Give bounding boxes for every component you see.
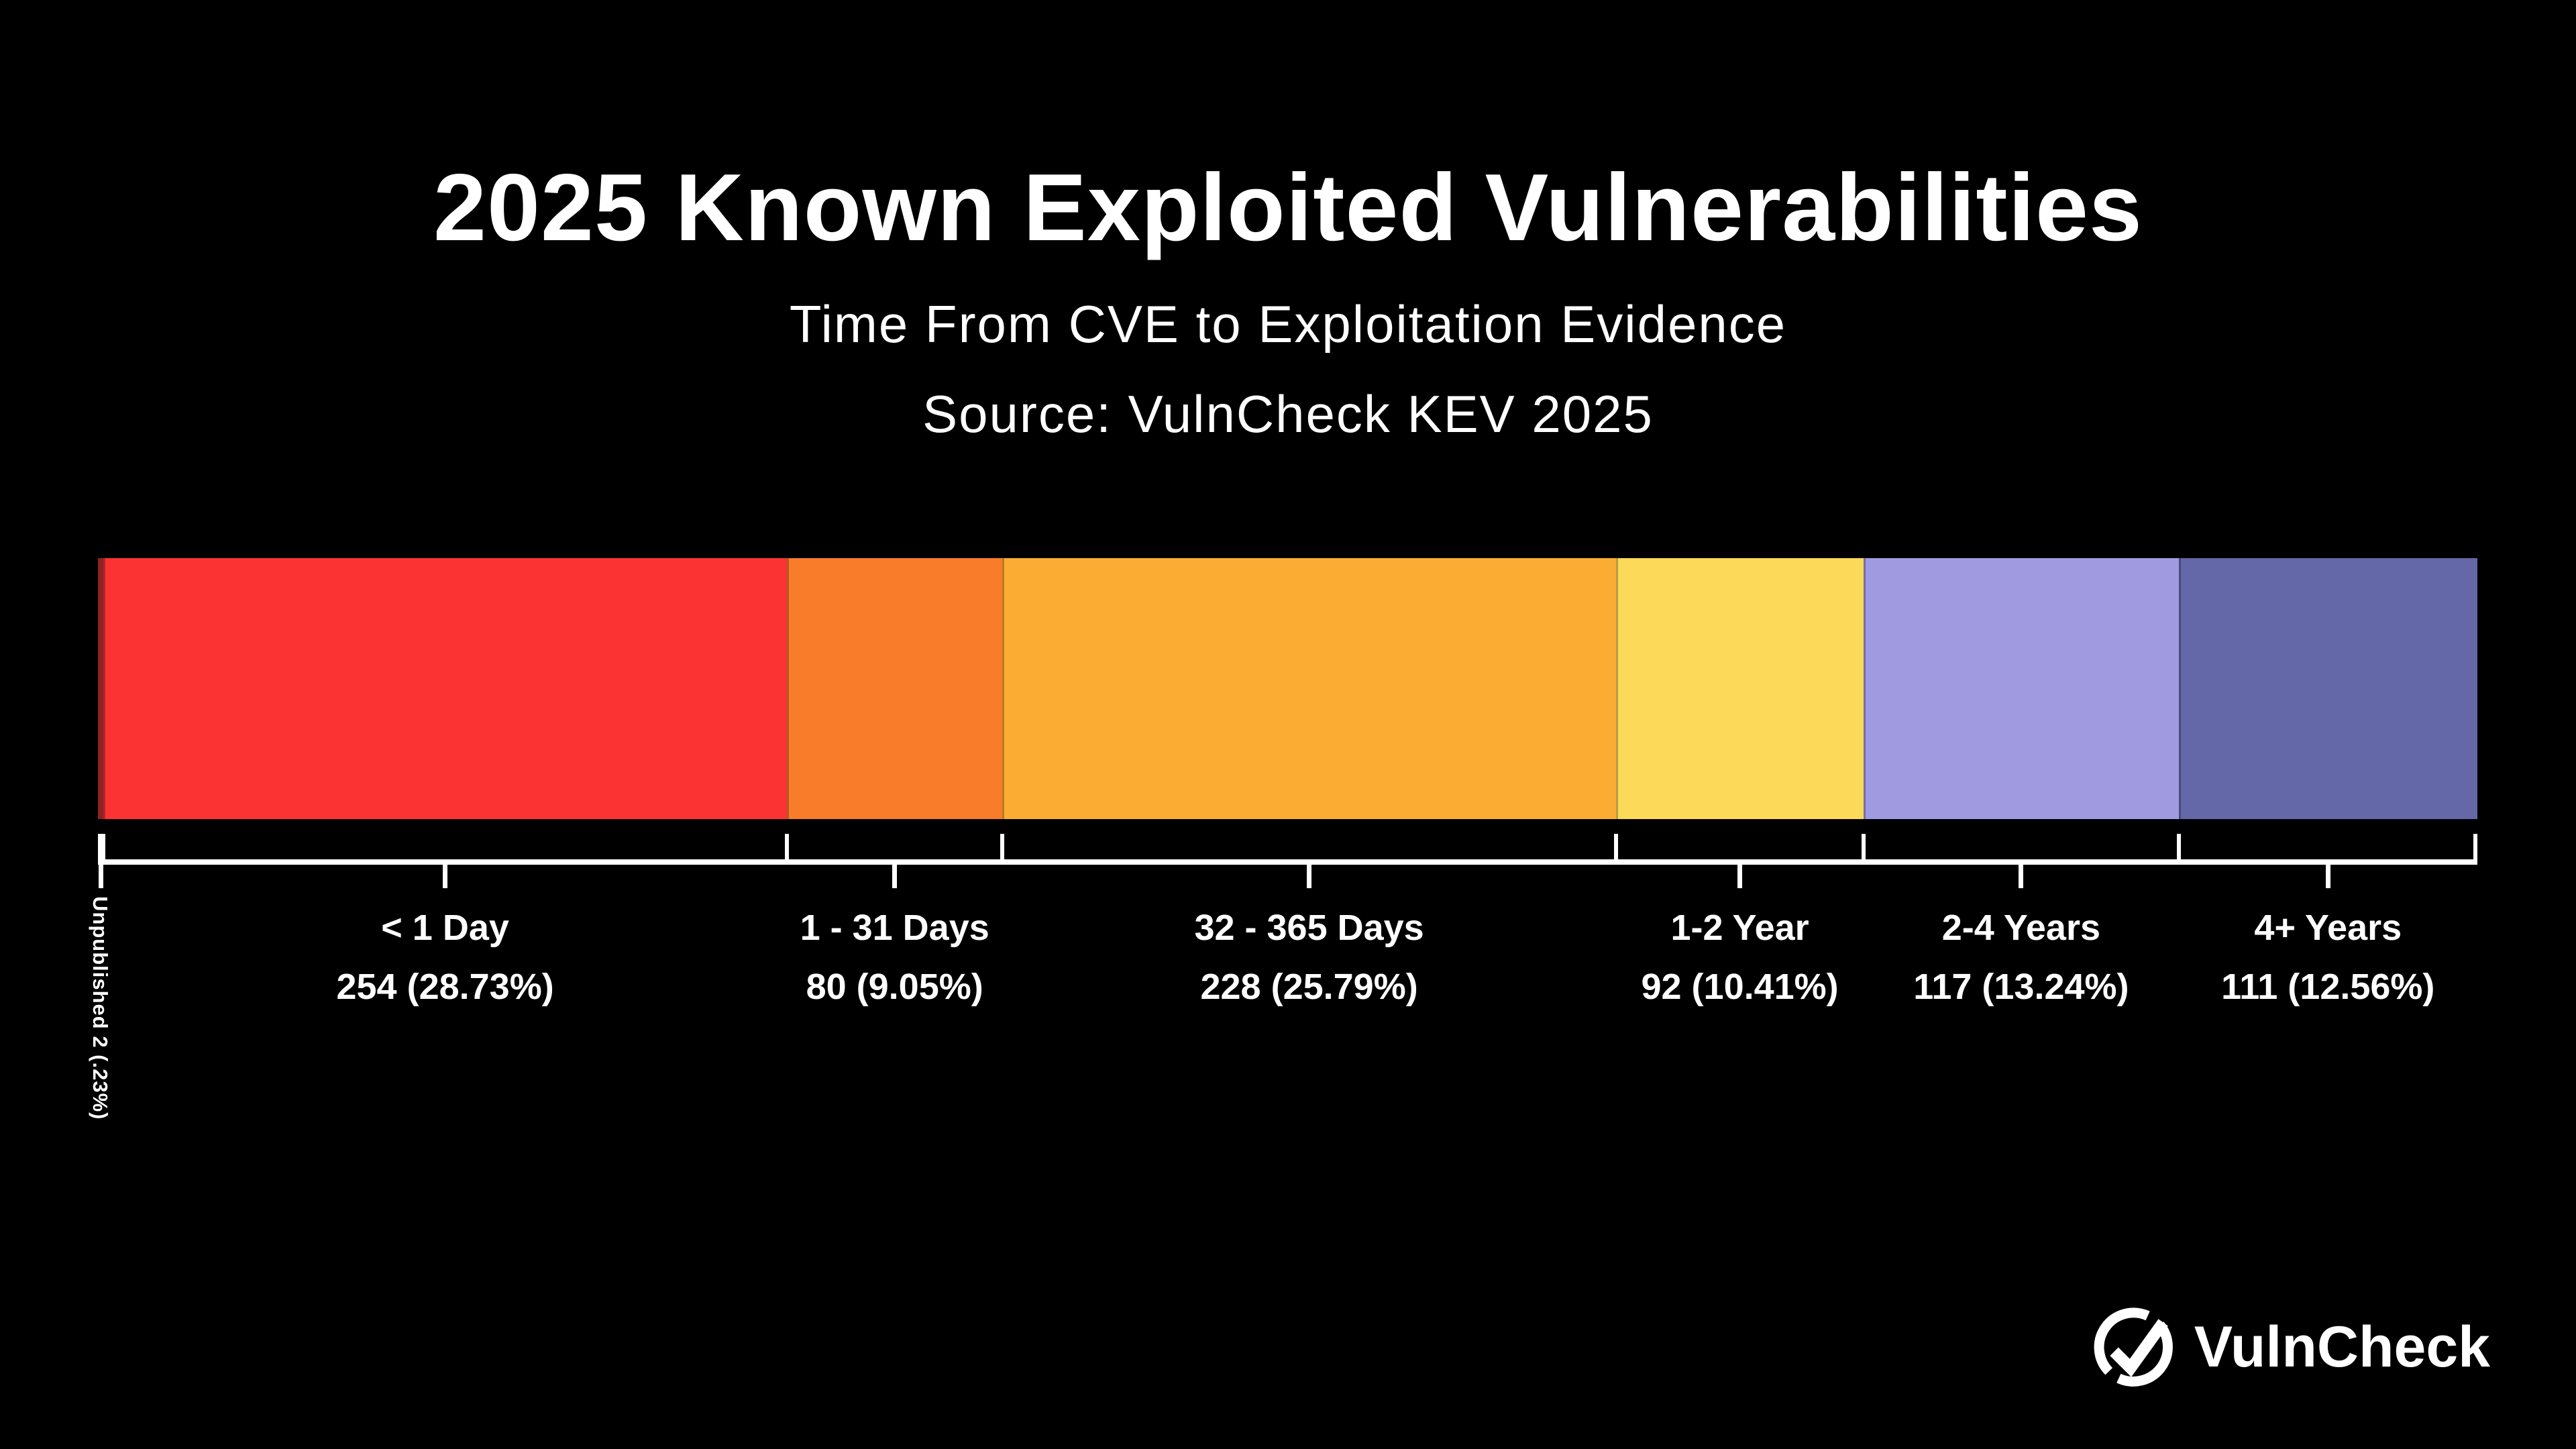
segment-label-value: 111 (12.56%) [2221, 967, 2435, 1007]
segment-label-value: 117 (13.24%) [1913, 967, 2129, 1007]
bar-segment-2-4-years[interactable] [1864, 558, 2179, 819]
axis-center-tick [1737, 863, 1743, 888]
vulncheck-logo-text: VulnCheck [2194, 1314, 2490, 1379]
axis-boundary-tick [1614, 834, 1619, 860]
axis-boundary-tick [101, 834, 106, 860]
axis-boundary-tick [1862, 834, 1866, 860]
axis-boundary-tick [1000, 834, 1005, 860]
segment-label-name: 2-4 Years [1941, 908, 2101, 948]
axis-center-tick [892, 863, 898, 888]
chart-source: Source: VulnCheck KEV 2025 [922, 384, 1654, 443]
axis-center-tick [98, 863, 103, 888]
segment-label-name: 1 - 31 Days [800, 908, 989, 948]
segment-label-4-years: 4+ Years 111 (12.56%) [2221, 907, 2434, 1008]
segment-label-name: 1-2 Year [1670, 908, 1809, 948]
segment-label-value: 254 (28.73%) [336, 967, 554, 1007]
axis-boundary-tick [785, 834, 790, 860]
segment-label-value: 92 (10.41%) [1641, 967, 1839, 1007]
bar-segment-1-31-days[interactable] [787, 558, 1003, 819]
segment-label-1-2-year: 1-2 Year 92 (10.41%) [1641, 907, 1838, 1008]
segment-label-name: 32 - 365 Days [1194, 908, 1424, 948]
segment-label-name: < 1 Day [381, 908, 509, 948]
axis-center-tick [2019, 863, 2024, 888]
axis-center-tick [1307, 863, 1312, 888]
bar-segment-4-years[interactable] [2178, 558, 2477, 819]
bar-segment-unpublished[interactable] [98, 558, 104, 819]
segment-label-2-4-years: 2-4 Years 117 (13.24%) [1913, 907, 2129, 1008]
unpublished-vertical-label: Unpublished 2 (.23%) [89, 896, 112, 1120]
axis-center-tick [443, 863, 448, 888]
segment-label-value: 228 (25.79%) [1200, 967, 1418, 1007]
segment-label-value: 80 (9.05%) [806, 967, 983, 1007]
segment-label-32-365-days: 32 - 365 Days 228 (25.79%) [1194, 907, 1424, 1008]
axis-boundary-tick [98, 834, 102, 860]
vulncheck-logo: VulnCheck [2090, 1303, 2490, 1391]
axis-center-tick [2325, 863, 2330, 888]
axis-boundary-tick [2473, 834, 2477, 860]
page-title: 2025 Known Exploited Vulnerabilities [433, 154, 2143, 261]
chart-subtitle: Time From CVE to Exploitation Evidence [789, 294, 1787, 354]
segment-label-1-day: < 1 Day 254 (28.73%) [336, 907, 553, 1008]
bar-segment-1-2-year[interactable] [1616, 558, 1864, 819]
bar-segment-32-365-days[interactable] [1002, 558, 1617, 819]
axis-boundary-tick [2176, 834, 2181, 860]
check-circle-icon [2094, 1307, 2173, 1387]
segment-label-name: 4+ Years [2254, 908, 2402, 948]
axis-line [98, 859, 2477, 865]
stacked-bar [98, 558, 2477, 819]
segment-label-1-31-days: 1 - 31 Days 80 (9.05%) [800, 907, 989, 1008]
bar-segment-1-day[interactable] [103, 558, 788, 819]
